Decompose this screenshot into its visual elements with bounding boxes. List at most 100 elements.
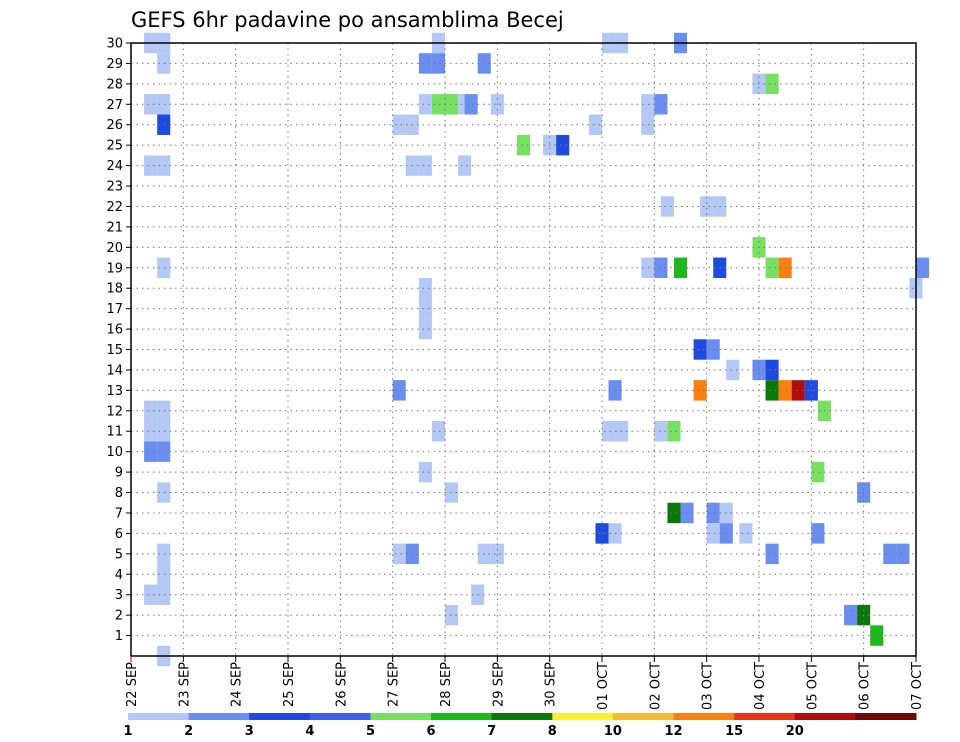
y-tick-label: 5 [115,547,123,562]
precip-cell [157,584,171,605]
y-tick-label: 28 [106,77,123,92]
precip-cell [157,564,171,585]
x-tick-label: 22 SEP [125,662,140,707]
precip-cell [445,604,459,626]
precip-cell [490,543,504,565]
chart-title: GEFS 6hr padavine po ansamblima Becej [131,8,564,32]
precip-cell [844,604,858,626]
precip-cell [896,543,910,565]
precip-cell [765,543,779,565]
precip-cell [791,380,805,401]
precip-cell [641,94,655,115]
precip-cell [641,114,655,135]
precip-cell [157,441,171,462]
precip-cell [765,73,779,95]
colorbar-swatch [673,713,735,720]
y-tick-label: 24 [106,159,123,174]
colorbar-label: 12 [664,724,682,739]
precip-cell [726,359,740,381]
y-tick-label: 22 [106,200,123,215]
precip-cell [144,441,158,462]
precip-cell [418,461,432,483]
y-tick-label: 2 [115,609,123,624]
x-tick-label: 23 SEP [177,662,192,707]
precip-cell [654,421,668,442]
colorbar-swatch [309,713,371,720]
precip-cell [144,400,158,422]
colorbar-label: 1 [123,724,132,739]
y-tick-label: 1 [115,629,123,644]
colorbar-swatch [370,713,432,720]
precip-cell [667,502,681,524]
x-tick-label: 24 SEP [230,662,245,707]
precip-cell [706,523,720,544]
colorbar-label: 8 [548,724,557,739]
x-tick-label: 07 OCT [910,662,925,710]
x-tick-label: 27 SEP [387,662,402,707]
precip-cell [870,625,884,646]
precip-cell [516,134,531,156]
y-tick-label: 11 [106,425,123,440]
precip-cell [445,94,459,115]
precip-cell [144,155,158,176]
x-tick-label: 03 OCT [701,662,716,710]
colorbar-swatch [734,713,796,720]
precip-cell [157,543,171,565]
x-tick-label: 28 SEP [439,662,454,707]
colorbar-label: 20 [786,724,804,739]
precip-cell [157,114,171,135]
precip-cell [602,421,616,442]
precip-cell [556,134,570,156]
x-axis: 22 SEP 23 SEP 24 SEP 25 SEP 26 SEP 27 SEP 28 S… [125,656,925,710]
x-tick-label: 05 OCT [805,662,820,710]
y-tick-label: 4 [115,568,123,583]
y-tick-label: 16 [106,323,123,338]
precip-cell [706,339,720,360]
y-tick-label: 9 [115,466,123,481]
colorbar-label: 4 [305,724,314,739]
x-tick-label: 01 OCT [596,662,611,710]
precip-cell [778,380,792,401]
precip-cell [157,94,171,115]
precip-cell [418,277,432,299]
precip-cell [418,53,432,74]
precip-cell [418,155,432,176]
precip-cell [588,114,602,135]
precip-cell [654,257,668,278]
precip-cell [765,257,779,278]
colorbar-swatch [552,713,614,720]
precip-cell [765,359,779,381]
y-tick-label: 30 [106,37,123,52]
colorbar-label: 6 [427,724,436,739]
precip-cell [654,94,668,115]
y-tick-label: 17 [106,302,123,317]
y-tick-label: 29 [106,57,123,72]
colorbar: 1 2 3 4 5 6 7 8 10 12 15 20 [123,713,917,739]
colorbar-label: 2 [184,724,193,739]
colorbar-label: 15 [725,724,743,739]
precip-cell [445,482,459,503]
colorbar-label: 7 [487,724,496,739]
y-tick-label: 15 [106,343,123,358]
precip-cell [157,400,171,422]
y-tick-label: 27 [106,98,123,113]
colorbar-label: 5 [366,724,375,739]
y-tick-label: 25 [106,139,123,154]
precip-cell [418,318,432,340]
colorbar-swatch [794,713,856,720]
y-tick-label: 23 [106,180,123,195]
precip-cell [464,94,478,115]
precip-cell [431,53,445,74]
colorbar-swatch [612,713,675,720]
precip-cell [693,380,707,401]
precip-cell [811,523,825,544]
precip-cell [392,114,406,135]
precip-cell [392,543,406,565]
colorbar-label: 10 [604,724,622,739]
colorbar-swatch [188,713,250,720]
x-tick-label: 04 OCT [753,662,768,710]
colorbar-swatch [855,713,917,720]
precip-cell [660,196,674,217]
colorbar-swatch [128,713,190,720]
